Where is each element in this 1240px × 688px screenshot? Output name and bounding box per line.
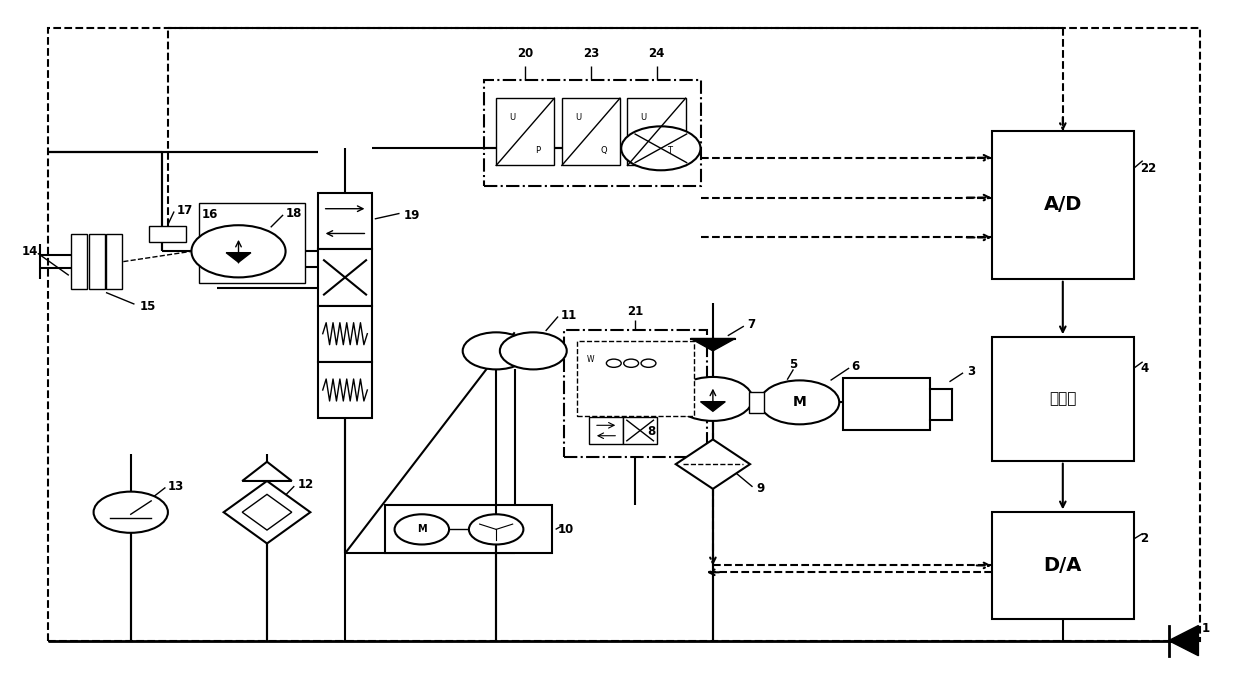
Polygon shape — [1169, 625, 1198, 656]
Text: 13: 13 — [167, 480, 185, 493]
Circle shape — [394, 514, 449, 544]
Text: 20: 20 — [517, 47, 533, 61]
Text: M: M — [792, 396, 806, 409]
Text: U: U — [510, 113, 516, 122]
Text: 19: 19 — [403, 209, 419, 222]
Circle shape — [624, 359, 639, 367]
Bar — [317, 249, 372, 305]
Text: 5: 5 — [790, 358, 797, 371]
Bar — [105, 234, 122, 289]
Bar — [496, 98, 554, 166]
Bar — [562, 98, 620, 166]
Bar — [564, 330, 707, 458]
Text: 9: 9 — [756, 482, 765, 495]
Text: M: M — [417, 524, 427, 535]
Bar — [48, 28, 1199, 641]
Text: 18: 18 — [285, 207, 303, 220]
Text: 3: 3 — [967, 365, 975, 378]
Circle shape — [500, 332, 567, 369]
Bar — [149, 226, 186, 242]
Text: 8: 8 — [647, 425, 655, 438]
Text: 12: 12 — [298, 478, 314, 491]
Circle shape — [606, 359, 621, 367]
Text: 15: 15 — [139, 300, 156, 313]
Polygon shape — [223, 481, 310, 544]
Text: 10: 10 — [558, 523, 574, 536]
Text: Q: Q — [600, 146, 608, 155]
Text: 1: 1 — [1202, 623, 1210, 636]
Text: 4: 4 — [1141, 361, 1148, 374]
Text: U: U — [641, 113, 647, 122]
Text: W: W — [587, 355, 594, 364]
Circle shape — [673, 377, 753, 421]
Text: 24: 24 — [649, 47, 665, 61]
Circle shape — [463, 332, 529, 369]
Polygon shape — [242, 495, 291, 530]
Bar — [992, 337, 1135, 461]
Text: 21: 21 — [627, 305, 644, 318]
Text: 23: 23 — [583, 47, 599, 61]
Text: 计算机: 计算机 — [1049, 391, 1076, 407]
Text: 2: 2 — [1141, 533, 1148, 546]
Bar — [843, 378, 930, 430]
Bar — [627, 98, 686, 166]
Bar — [198, 203, 305, 283]
Polygon shape — [701, 402, 725, 411]
Bar — [317, 193, 372, 249]
Bar — [589, 418, 622, 444]
Text: 14: 14 — [21, 245, 38, 258]
Text: D/A: D/A — [1044, 556, 1083, 575]
Circle shape — [760, 380, 839, 424]
Text: 11: 11 — [560, 309, 577, 322]
Bar — [317, 305, 372, 362]
Circle shape — [621, 127, 701, 171]
Bar — [622, 418, 657, 444]
Bar — [749, 392, 764, 413]
Bar — [484, 80, 701, 186]
Bar — [88, 234, 104, 289]
Circle shape — [93, 492, 167, 533]
Text: 17: 17 — [176, 204, 193, 217]
Text: 7: 7 — [748, 319, 755, 332]
Bar — [384, 506, 552, 553]
Bar — [577, 341, 694, 416]
Bar — [992, 513, 1135, 619]
Circle shape — [191, 225, 285, 277]
Text: A/D: A/D — [1044, 195, 1083, 215]
Bar — [317, 362, 372, 418]
Text: U: U — [575, 113, 582, 122]
Polygon shape — [676, 440, 750, 489]
Polygon shape — [226, 252, 250, 262]
Text: 22: 22 — [1141, 162, 1157, 175]
Circle shape — [469, 514, 523, 544]
Polygon shape — [242, 462, 291, 481]
Polygon shape — [691, 338, 735, 351]
Text: 6: 6 — [852, 360, 859, 373]
Circle shape — [641, 359, 656, 367]
Bar — [71, 234, 87, 289]
Text: 16: 16 — [201, 208, 218, 222]
Text: P: P — [536, 146, 541, 155]
Text: T: T — [667, 146, 672, 155]
Bar — [992, 131, 1135, 279]
